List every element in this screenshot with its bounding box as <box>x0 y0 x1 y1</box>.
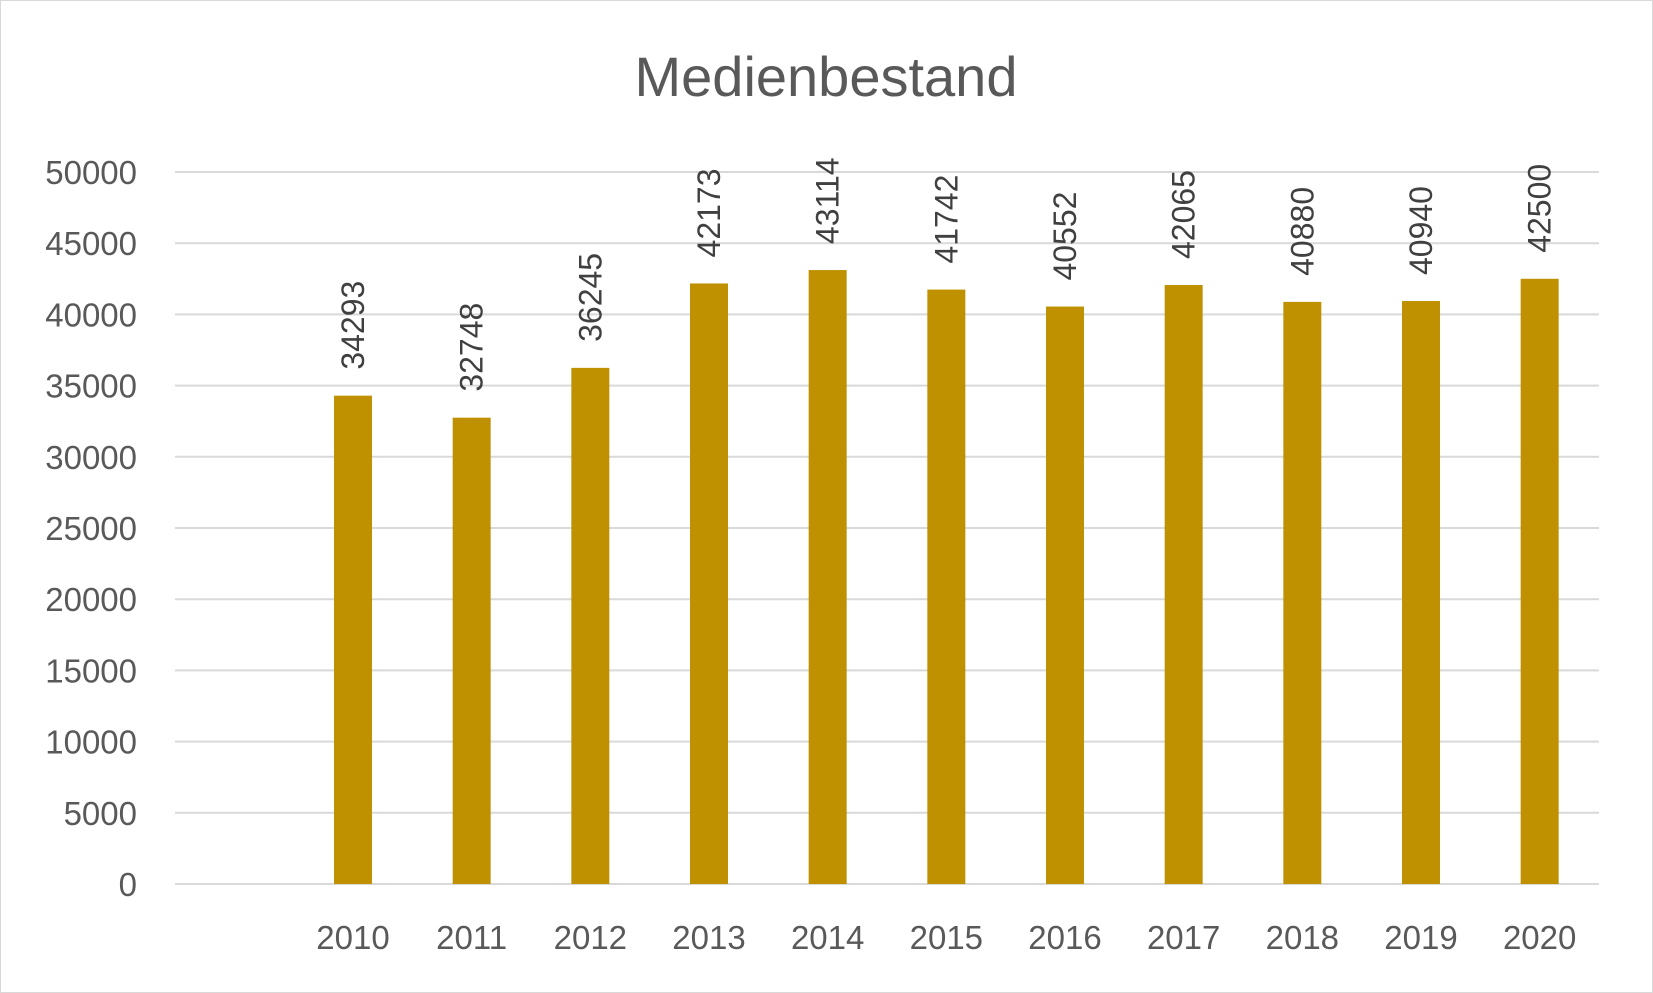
y-tick-label: 25000 <box>45 510 137 547</box>
x-tick-label: 2010 <box>316 919 389 956</box>
bar-2018 <box>1283 301 1322 885</box>
bar-2017 <box>1164 284 1203 884</box>
y-tick-label: 20000 <box>45 581 137 618</box>
y-tick-label: 15000 <box>45 652 137 689</box>
bar-2014 <box>808 270 847 884</box>
gridlines <box>175 171 1599 814</box>
x-tick-label: 2013 <box>672 919 745 956</box>
x-tick-label: 2018 <box>1266 919 1339 956</box>
bars <box>334 270 1559 885</box>
data-label-2013: 42173 <box>691 168 727 257</box>
x-tick-label: 2015 <box>910 919 983 956</box>
x-tick-label: 2017 <box>1147 919 1220 956</box>
y-axis-ticks: 0 5000 10000 15000 20000 25000 30000 35000 40000… <box>45 154 137 903</box>
bar-2013 <box>690 283 728 884</box>
bar-2011 <box>452 417 491 884</box>
y-tick-label: 35000 <box>45 368 137 405</box>
data-label-2015: 41742 <box>928 175 964 264</box>
chart-title: Medienbestand <box>635 45 1018 108</box>
bar-2019 <box>1402 301 1440 884</box>
bar-2020 <box>1520 278 1559 884</box>
x-axis-ticks: 2010 2011 2012 2013 2014 2015 2016 2017 2018 2019… <box>316 919 1576 956</box>
bar-2012 <box>571 367 610 884</box>
data-labels: 34293 32748 36245 42173 43114 41742 40552 42065… <box>335 157 1558 391</box>
bar-2010 <box>334 395 372 884</box>
x-tick-label: 2012 <box>554 919 627 956</box>
y-tick-label: 5000 <box>64 795 137 832</box>
y-tick-label: 30000 <box>45 439 137 476</box>
data-label-2014: 43114 <box>810 157 846 244</box>
x-tick-label: 2014 <box>791 919 864 956</box>
data-label-2016: 40552 <box>1047 192 1083 281</box>
bar-2015 <box>927 289 966 884</box>
data-label-2019: 40940 <box>1403 186 1439 275</box>
y-tick-label: 40000 <box>45 296 137 333</box>
y-tick-label: 50000 <box>45 154 137 191</box>
x-tick-label: 2020 <box>1503 919 1576 956</box>
data-label-2017: 42065 <box>1166 170 1202 259</box>
data-label-2011: 32748 <box>454 303 490 392</box>
x-tick-label: 2019 <box>1384 919 1457 956</box>
data-label-2020: 42500 <box>1522 164 1558 253</box>
x-tick-label: 2016 <box>1028 919 1101 956</box>
data-label-2018: 40880 <box>1284 187 1320 276</box>
data-label-2010: 34293 <box>335 281 371 370</box>
y-tick-label: 10000 <box>45 724 137 761</box>
y-tick-label: 45000 <box>45 225 137 262</box>
bar-2016 <box>1046 306 1084 884</box>
data-label-2012: 36245 <box>572 253 608 342</box>
x-tick-label: 2011 <box>436 919 507 956</box>
y-tick-label: 0 <box>119 866 137 903</box>
